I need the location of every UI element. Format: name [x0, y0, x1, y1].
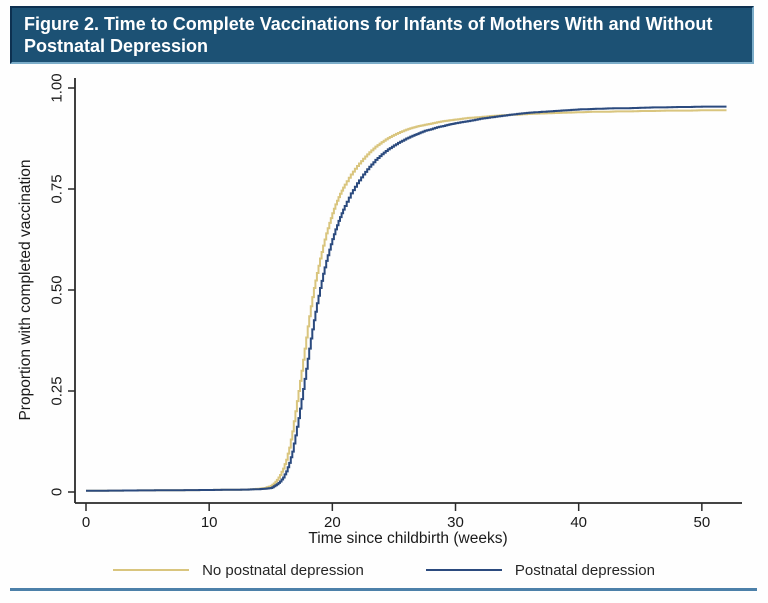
legend-label-no-depression: No postnatal depression: [202, 561, 364, 579]
x-tick-label: 20: [324, 514, 341, 531]
legend-item-depression: Postnatal depression: [425, 561, 655, 579]
axes: 0 10 20 30 40 50 0 0.25 0.50 0.75 1.00: [49, 73, 742, 531]
legend: No postnatal depression Postnatal depres…: [0, 557, 768, 583]
depression-curve: [86, 105, 727, 492]
figure-title: Figure 2. Time to Complete Vaccinations …: [24, 13, 713, 57]
no-depression-line-swatch: [113, 569, 190, 571]
x-tick-label: 50: [694, 514, 711, 531]
x-tick-label: 0: [82, 514, 90, 531]
x-tick-label: 40: [570, 514, 587, 531]
x-tick-label: 10: [201, 514, 218, 531]
y-tick-label: 0.75: [49, 174, 66, 203]
y-tick-label: 0: [49, 488, 66, 496]
no-depression-curve: [86, 109, 727, 492]
y-axis-title: Proportion with completed vaccination: [17, 159, 34, 420]
y-tick-label: 0.50: [49, 275, 66, 304]
y-tick-label: 0.25: [49, 376, 66, 405]
legend-label-depression: Postnatal depression: [514, 561, 655, 579]
figure-title-bar: Figure 2. Time to Complete Vaccinations …: [10, 6, 754, 64]
x-axis-title: Time since childbirth (weeks): [308, 530, 507, 547]
data-series: [86, 105, 727, 492]
x-tick-label: 30: [447, 514, 464, 531]
depression-line-swatch: [425, 569, 502, 571]
bottom-divider-rule: [10, 588, 757, 591]
legend-item-no-depression: No postnatal depression: [113, 562, 364, 579]
y-tick-label: 1.00: [49, 73, 66, 102]
